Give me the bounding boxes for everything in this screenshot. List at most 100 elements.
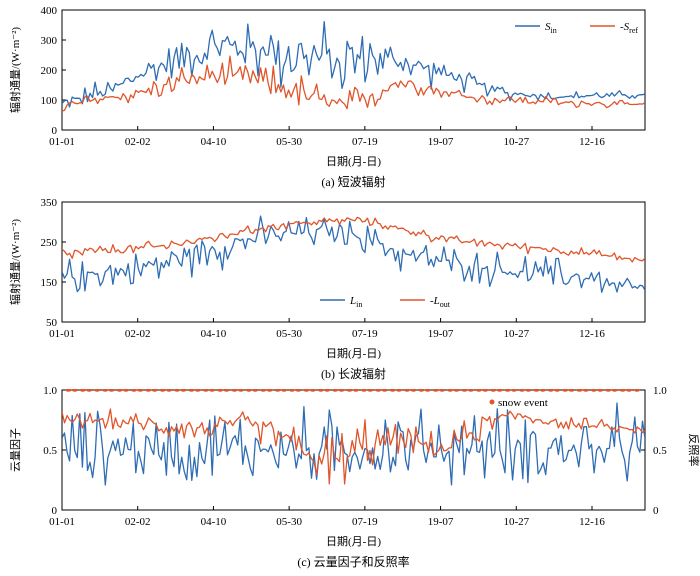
snow-event-marker (396, 389, 403, 392)
snow-event-marker (194, 389, 201, 392)
snow-event-marker (389, 389, 396, 392)
y-tick-label: 300 (41, 35, 58, 47)
snow-event-marker (461, 389, 468, 392)
snow-event-marker (568, 389, 575, 392)
x-tick-label: 12-16 (579, 136, 605, 148)
snow-event-marker (108, 389, 115, 392)
x-tick-label: 07-19 (352, 516, 378, 528)
snow-event-marker (274, 389, 281, 392)
snow-event-marker (597, 389, 604, 392)
y-tick-label: 250 (41, 237, 58, 249)
snow-event-marker (122, 389, 129, 392)
legend: Sin -Sref (515, 21, 638, 35)
x-tick-label: 04-10 (201, 328, 227, 340)
y-tick-label: 350 (41, 197, 58, 209)
y-tick-label: 0.5 (43, 445, 57, 457)
series-line-2 (62, 216, 645, 263)
y-axis-label: 云量因子 (9, 428, 22, 472)
snow-event-marker (130, 389, 137, 392)
x-tick-label: 07-19 (352, 328, 378, 340)
panel-caption: (c) 云量因子和反照率 (297, 554, 409, 569)
snow-event-marker (202, 389, 209, 392)
x-axis-label: 日期(月-日) (326, 347, 381, 360)
snow-event-marker (309, 389, 316, 392)
plot-area (62, 389, 645, 486)
snow-event-marker (404, 389, 411, 392)
snow-event-marker (180, 389, 187, 392)
snow-event-marker (562, 389, 569, 392)
y-axis-label: 辐射通量/(W·m⁻²) (8, 219, 22, 305)
snow-event-marker (317, 389, 324, 392)
legend-label: Lin (349, 295, 362, 309)
snow-event-marker (223, 389, 230, 392)
y-tick-label: 50 (46, 317, 58, 329)
snow-event-marker (539, 389, 546, 392)
snow-event-marker (418, 389, 425, 392)
x-tick-label: 10-27 (503, 516, 529, 528)
series-line-2 (62, 55, 645, 112)
x-tick-label: 07-19 (352, 136, 378, 148)
snow-event-marker (590, 389, 597, 392)
snow-event-marker (490, 389, 497, 392)
legend-label: Sin (545, 21, 557, 35)
snow-event-marker (381, 389, 388, 392)
plot-area (62, 20, 645, 112)
snow-event-marker (145, 389, 152, 392)
y-tick-label: 1.0 (43, 385, 57, 397)
legend-label: -Lout (430, 295, 451, 309)
snow-event-marker (94, 389, 101, 392)
legend-label: snow event (498, 397, 548, 409)
x-tick-label: 19-07 (428, 136, 454, 148)
y-tick-label: 0 (52, 125, 58, 137)
snow-event-marker (237, 389, 244, 392)
x-tick-label: 02-02 (125, 136, 151, 148)
snow-event-marker (504, 389, 511, 392)
snow-event-marker (360, 389, 367, 392)
snow-event-marker (289, 389, 296, 392)
snow-event-marker (79, 389, 86, 392)
snow-event-marker (554, 389, 561, 392)
panel-caption: (a) 短波辐射 (321, 174, 385, 189)
x-tick-label: 10-27 (503, 136, 529, 148)
x-tick-label: 19-07 (428, 516, 454, 528)
snow-event-marker (65, 389, 72, 392)
snow-event-marker (432, 389, 439, 392)
y-tick-label: 400 (41, 5, 58, 17)
x-tick-label: 02-02 (125, 328, 151, 340)
x-tick-label: 01-01 (49, 328, 75, 340)
snow-event-marker (346, 389, 353, 392)
snow-event-marker (634, 389, 641, 392)
snow-event-marker (71, 389, 78, 392)
snow-event-marker (159, 389, 166, 392)
y-tick-label: 200 (41, 65, 58, 77)
x-tick-label: 05-30 (276, 328, 302, 340)
series-line-1 (62, 402, 645, 486)
y-right-tick-label: 0 (653, 505, 659, 517)
x-tick-label: 19-07 (428, 328, 454, 340)
snow-event-marker (525, 389, 532, 392)
snow-event-marker (626, 389, 633, 392)
x-tick-label: 10-27 (503, 328, 529, 340)
snow-event-marker (367, 389, 374, 392)
y-right-tick-label: 1.0 (653, 385, 667, 397)
chart-panel-1: 0 100 200 300 400 01-01 02-02 04-10 05-30 07-19 19… (8, 5, 646, 189)
x-tick-label: 01-01 (49, 136, 75, 148)
y-tick-label: 150 (41, 277, 58, 289)
snow-event-marker (453, 389, 460, 392)
snow-event-marker (576, 389, 583, 392)
plot-area (62, 215, 645, 293)
snow-event-marker (102, 389, 109, 392)
snow-event-marker (375, 389, 382, 392)
snow-event-marker (482, 389, 489, 392)
y-right-tick-label: 0.5 (653, 445, 667, 457)
chart-panel-2: 50 150 250 350 01-01 02-02 04-10 05-30 07-19 19-0… (8, 197, 646, 381)
x-tick-label: 05-30 (276, 516, 302, 528)
snow-event-marker (295, 389, 302, 392)
snow-event-marker (519, 389, 526, 392)
series-line-1 (62, 20, 645, 108)
x-tick-label: 01-01 (49, 516, 75, 528)
snow-event-marker (467, 389, 474, 392)
snow-event-marker (533, 389, 540, 392)
snow-event-marker (209, 389, 216, 392)
